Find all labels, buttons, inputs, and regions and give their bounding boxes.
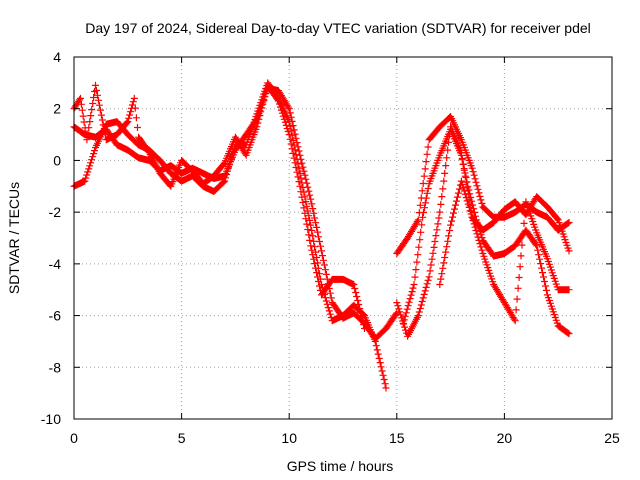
y-tick-labels: -10 -8 -6 -4 -2 0 2 4 bbox=[41, 49, 61, 427]
y-tick-label: 0 bbox=[53, 152, 61, 168]
series-layer bbox=[70, 79, 573, 392]
x-tick-label: 0 bbox=[70, 430, 78, 446]
series-markers bbox=[70, 79, 390, 392]
y-tick-label: 2 bbox=[53, 101, 61, 117]
x-tick-label: 15 bbox=[389, 430, 405, 446]
y-tick-label: -10 bbox=[41, 411, 61, 427]
x-axis-title: GPS time / hours bbox=[287, 458, 394, 474]
y-tick-label: -6 bbox=[49, 308, 62, 324]
y-tick-label: -8 bbox=[49, 359, 62, 375]
x-tick-label: 20 bbox=[497, 430, 513, 446]
x-tick-label: 5 bbox=[178, 430, 186, 446]
y-tick-label: 4 bbox=[53, 49, 61, 65]
x-tick-label: 10 bbox=[281, 430, 297, 446]
x-tick-label: 25 bbox=[604, 430, 620, 446]
y-tick-label: -4 bbox=[49, 256, 62, 272]
axis-ticks bbox=[73, 56, 613, 420]
y-tick-label: -2 bbox=[49, 204, 62, 220]
chart-title: Day 197 of 2024, Sidereal Day-to-day VTE… bbox=[85, 20, 591, 36]
series-markers bbox=[436, 177, 573, 288]
x-tick-labels: 0 5 10 15 20 25 bbox=[70, 430, 620, 446]
y-axis-title: SDTVAR / TECUs bbox=[6, 182, 22, 294]
series-trace-7 bbox=[436, 177, 573, 288]
plot-frame bbox=[73, 56, 613, 420]
series-trace-2 bbox=[70, 79, 390, 392]
